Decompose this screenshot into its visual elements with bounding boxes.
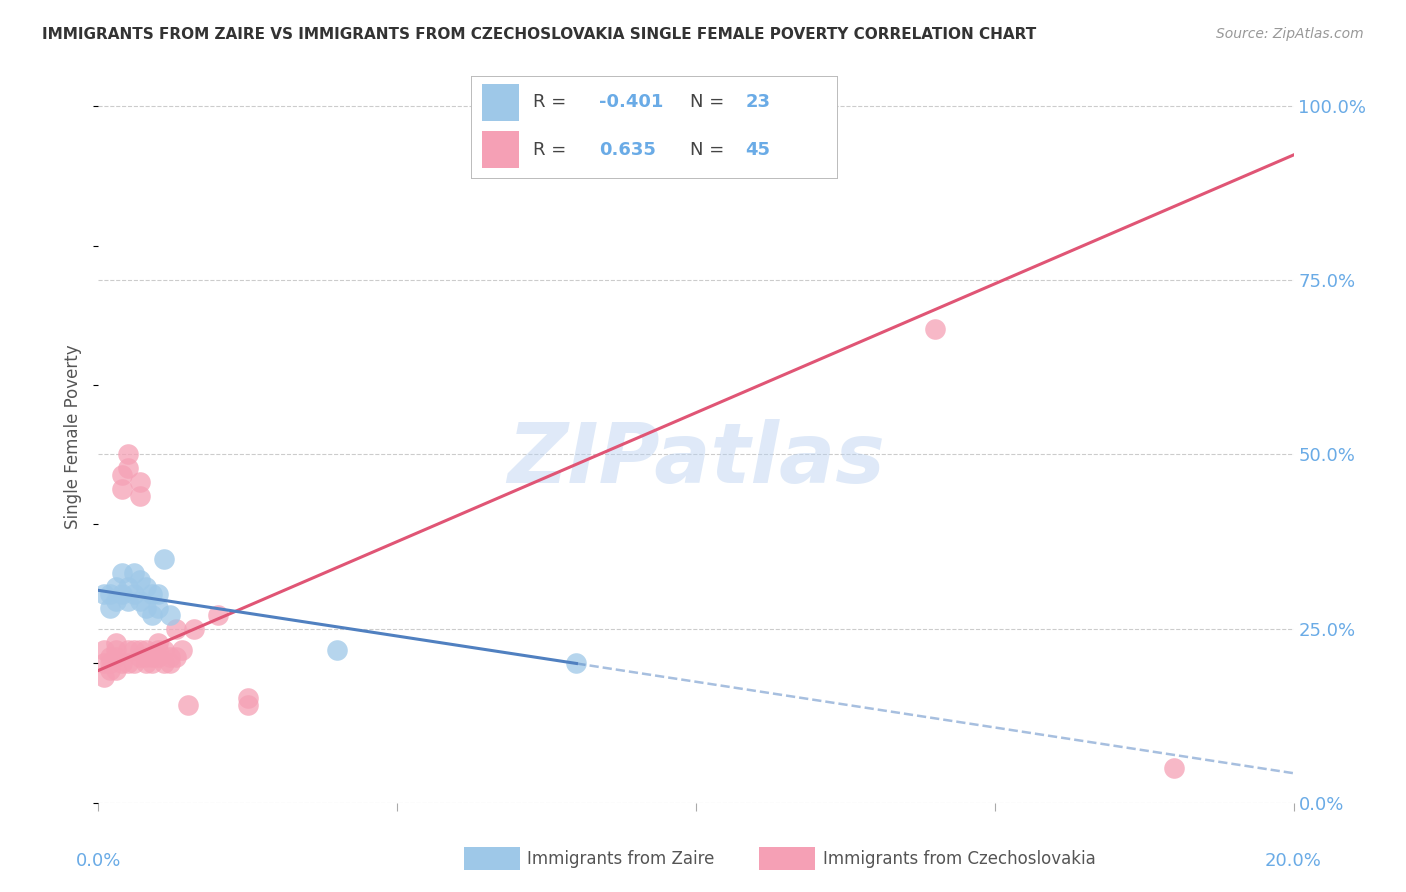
Point [141,657,163,671]
Point [105,580,128,594]
Bar [482,84,519,121]
Point [153,657,176,671]
Point [117,580,139,594]
Text: 23: 23 [745,94,770,112]
Point [565,657,588,671]
Point [148,649,170,664]
Text: 20.0%: 20.0% [1265,852,1322,870]
Text: N =: N = [690,141,724,159]
Point [117,642,139,657]
Point [159,607,181,622]
Point [129,649,152,664]
Text: N =: N = [690,94,724,112]
Point [165,622,187,636]
Point [141,587,163,601]
Point [148,635,170,649]
Point [236,691,259,706]
Point [105,664,128,678]
Point [159,649,181,664]
Text: Immigrants from Czechoslovakia: Immigrants from Czechoslovakia [823,850,1095,868]
Point [129,573,152,587]
Point [105,642,128,657]
Point [117,657,139,671]
Point [93,657,115,671]
Point [135,580,157,594]
Point [98,649,122,664]
Point [924,322,946,336]
Point [111,657,134,671]
Point [165,649,187,664]
Point [129,642,152,657]
Point [124,642,146,657]
Point [183,622,205,636]
Point [124,587,146,601]
Text: R =: R = [533,94,567,112]
Point [135,600,157,615]
Point [111,587,134,601]
Point [105,649,128,664]
Point [105,594,128,608]
Text: Immigrants from Zaire: Immigrants from Zaire [527,850,714,868]
Point [117,594,139,608]
Text: 0.0%: 0.0% [76,852,121,870]
Point [236,698,259,713]
Point [93,670,115,684]
Point [148,642,170,657]
Point [124,566,146,580]
Point [93,587,115,601]
Point [148,600,170,615]
Point [111,566,134,580]
Text: IMMIGRANTS FROM ZAIRE VS IMMIGRANTS FROM CZECHOSLOVAKIA SINGLE FEMALE POVERTY CO: IMMIGRANTS FROM ZAIRE VS IMMIGRANTS FROM… [42,27,1036,42]
Point [326,642,349,657]
Point [172,642,194,657]
Point [153,552,176,566]
Text: R =: R = [533,141,567,159]
Point [98,664,122,678]
Point [135,642,157,657]
Text: Source: ZipAtlas.com: Source: ZipAtlas.com [1216,27,1364,41]
Point [129,594,152,608]
Point [98,657,122,671]
Text: 0.635: 0.635 [599,141,655,159]
Text: 45: 45 [745,141,770,159]
Point [135,657,157,671]
Y-axis label: Single Female Poverty: Single Female Poverty [65,345,83,529]
Point [153,642,176,657]
Point [124,657,146,671]
Point [93,642,115,657]
Point [117,448,139,462]
Point [141,607,163,622]
Point [129,489,152,503]
Point [207,607,229,622]
Text: -0.401: -0.401 [599,94,664,112]
Point [129,475,152,490]
Point [105,635,128,649]
Point [117,461,139,475]
Point [98,600,122,615]
Point [98,587,122,601]
Point [111,468,134,483]
Point [177,698,200,713]
Point [159,657,181,671]
Text: ZIPatlas: ZIPatlas [508,418,884,500]
Point [141,649,163,664]
Bar [482,131,519,168]
Point [111,483,134,497]
Point [135,649,157,664]
Point [148,587,170,601]
Point [1163,761,1185,775]
